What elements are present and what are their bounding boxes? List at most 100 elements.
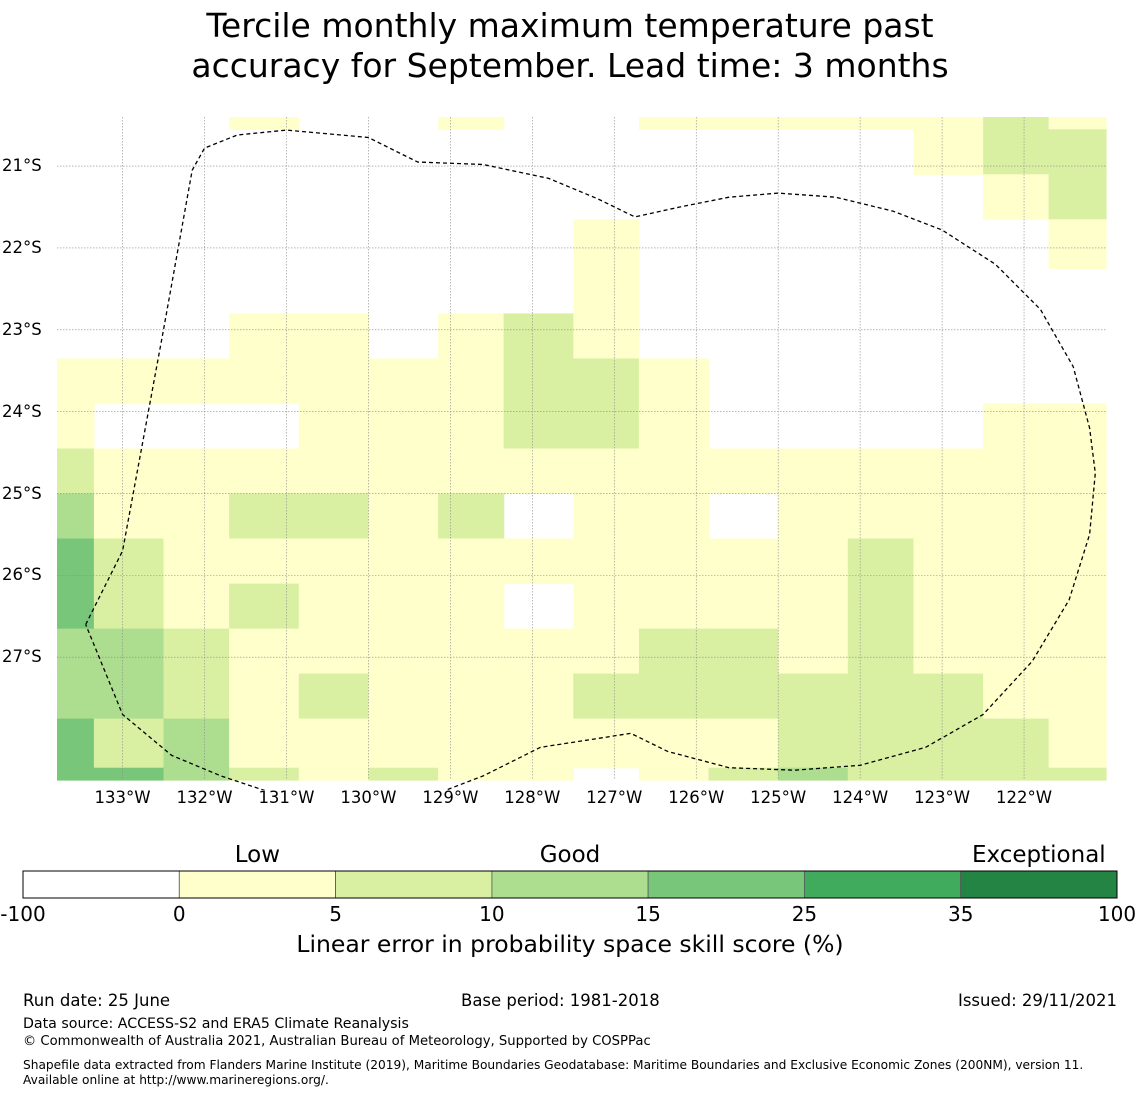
skill-cell [93,358,165,405]
colorbar-tick-label: 0 [172,902,186,926]
shapefile-credit: Shapefile data extracted from Flanders M… [23,1058,1084,1087]
longitude-tick-label: 126°W [668,788,725,807]
colorbar-bin [22,870,180,899]
longitude-tick-label: 125°W [750,788,807,807]
skill-cell [983,767,1050,781]
longitude-tick-label: 128°W [504,788,561,807]
skill-cell [229,628,300,675]
skill-cell [229,538,300,585]
skill-cell [983,129,1050,175]
skill-cell [57,718,95,769]
skill-cell [298,493,370,540]
skill-cell [57,767,95,781]
longitude-tick-label: 127°W [586,788,643,807]
skill-cell [163,583,230,630]
skill-cell [708,767,779,781]
skill-cell [1048,117,1107,130]
skill-cell [1048,767,1107,781]
skill-cell [229,718,300,769]
skill-cell [847,538,914,585]
skill-cell [913,129,984,175]
skill-cell [573,219,640,269]
longitude-tick-label: 133°W [94,788,151,807]
skill-cell [298,403,370,450]
skill-cell [438,313,505,359]
skill-cells [57,117,1107,781]
skill-cell [57,358,95,405]
skill-cell [847,448,914,495]
skill-cell [1048,493,1107,540]
skill-cell [913,718,984,769]
skill-cell [983,583,1050,630]
skill-cell [298,358,370,405]
skill-cell [573,313,640,359]
skill-cell [847,673,914,720]
longitude-tick-label: 130°W [340,788,397,807]
skill-cell [913,628,984,675]
skill-cell [1048,673,1107,720]
skill-cell [368,448,439,495]
longitude-tick-label: 122°W [996,788,1053,807]
skill-cell [368,403,439,450]
skill-cell [298,673,370,720]
colorbar-bin [804,870,962,899]
skill-cell [708,538,779,585]
colorbar-bin [647,870,805,899]
skill-cell [229,117,300,130]
skill-cell [1048,403,1107,450]
skill-cell [438,628,505,675]
skill-cell [229,493,300,540]
colorbar-tick-label: 15 [635,902,661,926]
skill-cell [503,628,574,675]
skill-cell [913,448,984,495]
longitude-tick-label: 132°W [176,788,233,807]
skill-cell [438,403,505,450]
skill-cell [368,358,439,405]
skill-cell [1048,448,1107,495]
skill-cell [368,583,439,630]
graticule [57,117,1106,780]
skill-cell [983,493,1050,540]
skill-cell [913,538,984,585]
colorbar-tick-label: 100 [1097,902,1137,926]
skill-cell [778,448,849,495]
skill-cell [708,117,779,130]
latitude-tick-label: 23°S [2,319,42,339]
skill-cell [163,718,230,769]
skill-cell [163,673,230,720]
skill-cell [438,448,505,495]
skill-cell [503,767,574,781]
longitude-tick-label: 123°W [914,788,971,807]
skill-cell [229,358,300,405]
skill-cell [573,358,640,405]
skill-cell [573,268,640,314]
skill-cell [1048,583,1107,630]
skill-cell [638,448,710,495]
base-period: Base period: 1981-2018 [461,991,660,1010]
latitude-tick-label: 24°S [2,401,42,421]
skill-cell [298,628,370,675]
skill-cell [229,583,300,630]
skill-cell [368,628,439,675]
skill-cell [983,538,1050,585]
skill-cell [573,583,640,630]
skill-cell [708,628,779,675]
longitude-tick-label: 129°W [422,788,479,807]
skill-cell [438,718,505,769]
skill-cell [913,767,984,781]
colorbar-bin [335,870,493,899]
skill-map [57,117,1107,790]
skill-cell [847,117,914,130]
skill-cell [57,538,95,585]
skill-cell [298,313,370,359]
skill-cell [778,628,849,675]
colorbar-tick-label: 25 [791,902,818,926]
skill-cell [708,718,779,769]
skill-cell [573,673,640,720]
skill-cell [368,493,439,540]
skill-cell [573,493,640,540]
skill-cell [368,718,439,769]
skill-cell [57,673,95,720]
skill-cell [93,673,165,720]
colorbar-bin [960,870,1118,899]
